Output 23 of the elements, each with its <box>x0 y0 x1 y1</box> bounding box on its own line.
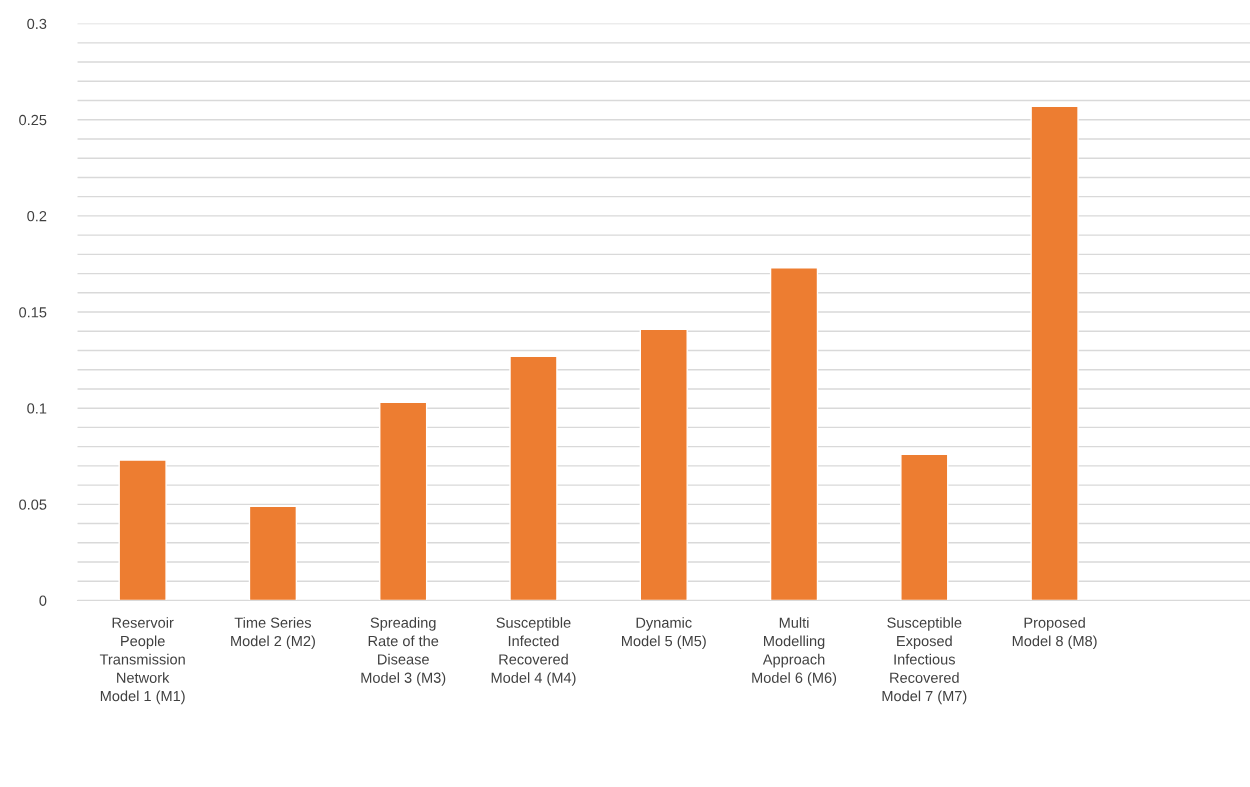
y-tick-label: 0 <box>39 595 47 606</box>
x-tick-label: Spreading Rate of the Disease Model 3 (M3) <box>361 617 446 686</box>
y-tick-label: 0.1 <box>27 403 47 414</box>
y-tick-label: 0.25 <box>19 114 47 126</box>
x-tick-label: Time Series Model 2 (M2) <box>231 617 315 650</box>
x-tick-label: Susceptible Exposed Infectious Recovered Model 7 (M7) <box>882 617 967 705</box>
y-tick-label: 0.15 <box>19 307 47 318</box>
bar <box>118 459 167 601</box>
bar <box>769 267 819 601</box>
x-tick-label: Dynamic Model 5 (M5) <box>622 617 706 650</box>
bar <box>1030 105 1079 601</box>
x-tick-label: Susceptible Infected Recovered Model 4 (M4) <box>491 617 576 686</box>
bar <box>509 355 558 601</box>
y-tick-label: 0.3 <box>27 18 47 30</box>
bar <box>639 328 688 601</box>
y-tick-label: 0.05 <box>19 499 47 510</box>
x-tick-label: Reservoir People Transmission Network Model 1 (M1) <box>99 617 185 705</box>
x-tick-label: Proposed Model 8 (M8) <box>1012 617 1097 650</box>
bar <box>248 505 298 601</box>
x-tick-label: Multi Modelling Approach Model 6 (M6) <box>752 617 837 686</box>
bar <box>379 401 428 601</box>
y-tick-label: 0.2 <box>27 211 47 222</box>
bar <box>900 453 949 601</box>
